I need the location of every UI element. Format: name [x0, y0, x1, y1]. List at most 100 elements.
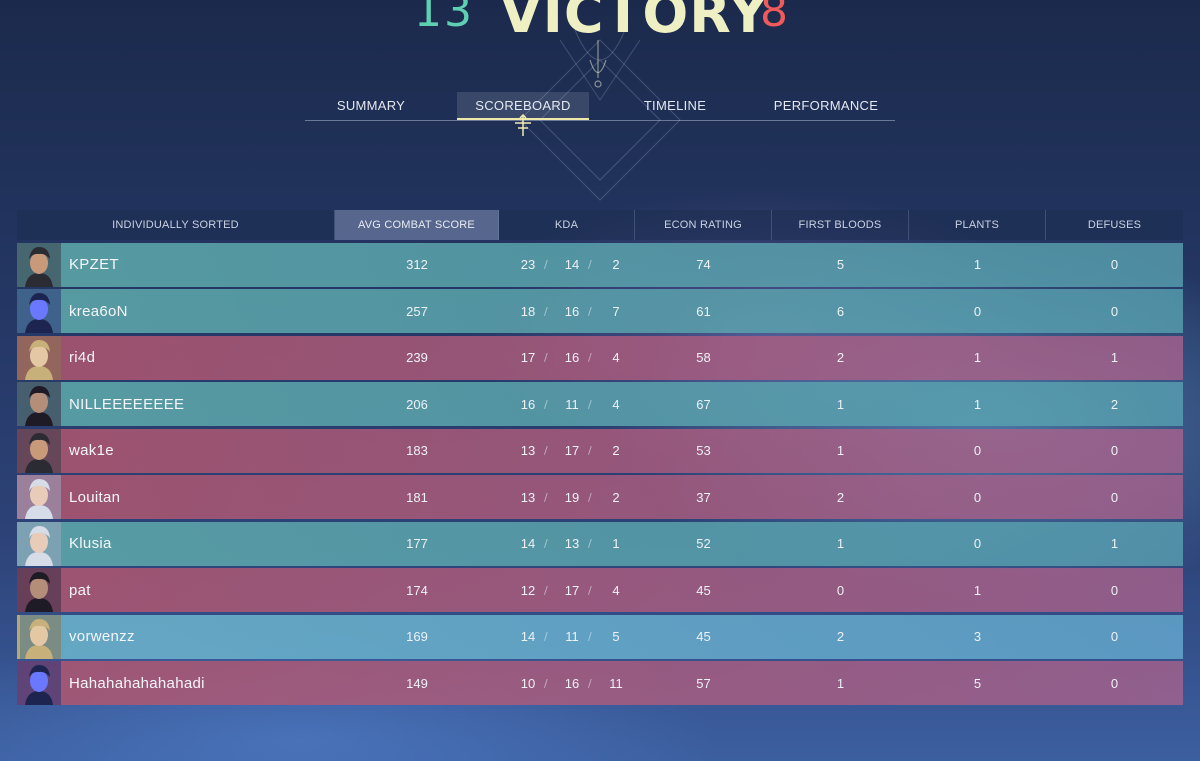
scoreboard-header-row: INDIVIDUALLY SORTED AVG COMBAT SCORE KDA… — [17, 210, 1183, 240]
plants-column-header[interactable]: PLANTS — [909, 210, 1046, 240]
match-result-title: VICTORY — [500, 0, 769, 45]
player-row[interactable]: pat 174 12 17 4//45 0 1 0 — [17, 568, 1183, 613]
defuses-value: 0 — [1110, 489, 1119, 505]
first-bloods-value: 1 — [836, 536, 845, 552]
player-name: pat — [69, 581, 91, 599]
econ-column-header[interactable]: ECON RATING — [635, 210, 772, 240]
assists-value: 4 — [612, 350, 620, 366]
first-bloods-column-header[interactable]: FIRST BLOODS — [772, 210, 909, 240]
plants-value: 1 — [973, 350, 982, 366]
defuses-value: 0 — [1110, 582, 1119, 598]
tab-performance[interactable]: PERFORMANCE — [773, 98, 879, 113]
kills-value: 13 — [520, 489, 536, 505]
kda-separator: / — [544, 397, 548, 411]
player-name: Louitan — [69, 488, 121, 506]
assists-value: 4 — [612, 582, 620, 598]
kills-value: 14 — [520, 536, 536, 552]
econ-value: 57 — [696, 675, 711, 691]
player-row[interactable]: Hahahahahahahadi 149 10 16 11 / / 57 1 5 0 — [17, 661, 1183, 706]
plants-value: 0 — [973, 489, 982, 505]
acs-value: 181 — [406, 489, 428, 505]
kda-separator: / — [588, 397, 592, 411]
ally-score: 13 — [414, 0, 474, 37]
first-bloods-value: 1 — [836, 396, 845, 412]
acs-value: 239 — [406, 350, 428, 366]
agent-portrait-dark-mask-icon — [17, 568, 61, 613]
kills-value: 10 — [520, 675, 536, 691]
kda-separator: / — [544, 583, 548, 597]
econ-value: 58 — [696, 350, 711, 366]
first-bloods-value: 2 — [836, 629, 845, 645]
kda-column-header[interactable]: KDA — [499, 210, 635, 240]
first-bloods-value: 5 — [836, 257, 845, 273]
tab-summary[interactable]: SUMMARY — [336, 98, 406, 113]
agent-portrait-white-hair-icon — [17, 521, 61, 566]
kda-separator: / — [588, 630, 592, 644]
kills-value: 13 — [520, 443, 536, 459]
kills-value: 16 — [520, 396, 536, 412]
first-bloods-value: 0 — [836, 582, 845, 598]
first-bloods-value: 1 — [836, 443, 845, 459]
player-row[interactable]: Louitan 181 13 19 2 / / 37 2 0 0 — [17, 475, 1183, 520]
kda-separator: / — [588, 351, 592, 365]
agent-portrait-blonde-icon — [17, 614, 61, 659]
player-row[interactable]: wak1e 183 13 17 2 / / 53 1 0 0 — [17, 428, 1183, 473]
agent-portrait-blue-mask-icon — [17, 289, 61, 334]
player-row[interactable]: NILLEEEEEEEE 206 16 11 4//67 1 1 2 — [17, 382, 1183, 427]
player-name: krea6oN — [69, 302, 128, 320]
assists-value: 2 — [612, 257, 620, 273]
acs-value: 149 — [406, 675, 428, 691]
player-name: vorwenzz — [69, 628, 135, 646]
assists-value: 2 — [612, 489, 620, 505]
player-name: Klusia — [69, 535, 112, 553]
plants-value: 0 — [973, 303, 982, 319]
kda-separator: / — [544, 537, 548, 551]
match-score-header: 13 VICTORY 8 — [0, 0, 1200, 60]
defuses-value: 1 — [1110, 536, 1119, 552]
plants-value: 1 — [973, 257, 982, 273]
enemy-score: 8 — [760, 0, 788, 37]
kills-value: 17 — [520, 350, 536, 366]
deaths-value: 14 — [564, 257, 580, 273]
kills-value: 12 — [520, 582, 536, 598]
acs-value: 183 — [406, 443, 428, 459]
player-row[interactable]: vorwenzz 169 14 11 5 / / 45 2 3 0 — [17, 614, 1183, 659]
scoreboard-rows: KPZET 312 23 14 2//74 5 1 0 krea6oN 257 18 16 7//61 6… — [17, 242, 1183, 706]
econ-value: 52 — [696, 536, 711, 552]
sort-mode-header[interactable]: INDIVIDUALLY SORTED — [17, 210, 335, 240]
agent-portrait-white-hair-icon — [17, 475, 61, 520]
player-row[interactable]: krea6oN 257 18 16 7 / / 61 6 0 0 — [17, 289, 1183, 334]
tab-timeline[interactable]: TIMELINE — [643, 98, 707, 113]
kills-value: 23 — [520, 257, 536, 273]
kda-separator: / — [544, 304, 548, 318]
econ-value: 45 — [696, 582, 711, 598]
agent-portrait-blue-mask-icon — [17, 661, 61, 706]
kda-separator: / — [588, 304, 592, 318]
deaths-value: 16 — [564, 350, 580, 366]
player-name: wak1e — [69, 442, 114, 460]
player-row[interactable]: KPZET 312 23 14 2 / / 74 5 1 0 — [17, 242, 1183, 287]
mouse-cursor-icon — [515, 114, 531, 136]
assists-value: 5 — [612, 629, 620, 645]
acs-column-header[interactable]: AVG COMBAT SCORE — [335, 210, 499, 240]
plants-value: 3 — [973, 629, 982, 645]
kda-separator: / — [544, 351, 548, 365]
kda-separator: / — [588, 490, 592, 504]
deaths-value: 13 — [564, 536, 580, 552]
acs-value: 257 — [406, 303, 428, 319]
plants-value: 1 — [973, 396, 982, 412]
defuses-column-header[interactable]: DEFUSES — [1046, 210, 1183, 240]
kills-value: 18 — [520, 303, 536, 319]
defuses-value: 0 — [1110, 303, 1119, 319]
acs-value: 177 — [406, 536, 428, 552]
kda-separator: / — [544, 444, 548, 458]
deaths-value: 17 — [564, 443, 580, 459]
deaths-value: 19 — [564, 489, 580, 505]
plants-value: 0 — [973, 536, 982, 552]
defuses-value: 2 — [1110, 396, 1119, 412]
player-row[interactable]: ri4d 239 17 16 4 / / 58 2 1 1 — [17, 335, 1183, 380]
player-row[interactable]: Klusia 177 14 13 1 / / 52 1 0 1 — [17, 521, 1183, 566]
first-bloods-value: 1 — [836, 675, 845, 691]
kda-separator: / — [544, 630, 548, 644]
econ-value: 61 — [696, 303, 711, 319]
